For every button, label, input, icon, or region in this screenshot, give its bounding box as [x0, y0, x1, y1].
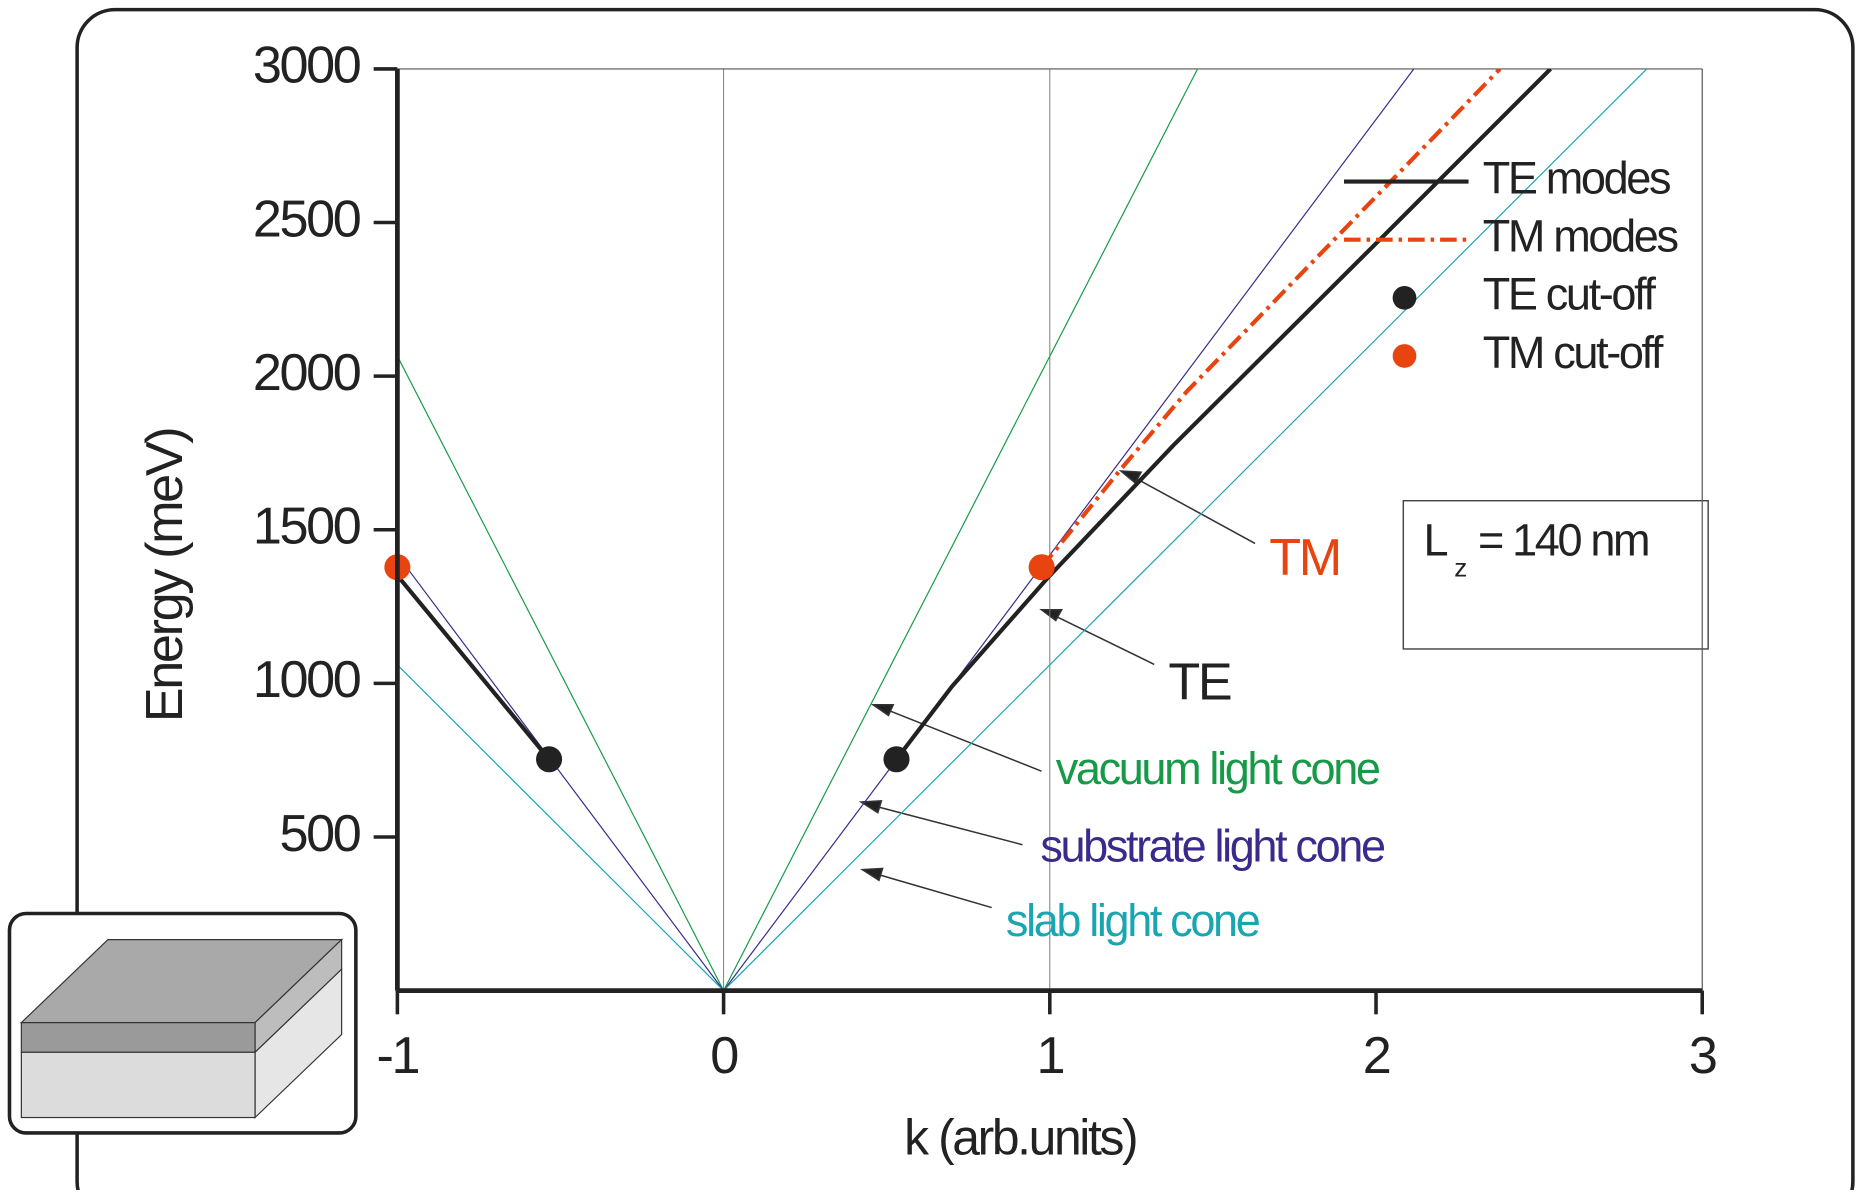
- legend-label: TE modes: [1483, 153, 1670, 204]
- parameter-main: L: [1423, 514, 1447, 565]
- mode-line: [1040, 68, 1502, 569]
- light-cone: [397, 68, 1199, 991]
- cutoff-point: [536, 746, 563, 773]
- y-tick-label: 1500: [253, 498, 360, 556]
- parameter-rest: = 140 nm: [1478, 514, 1648, 565]
- light-cone: [397, 68, 1648, 991]
- legend-label: TE cut-off: [1483, 269, 1657, 320]
- parameter-box: [1402, 499, 1709, 650]
- cone-label: slab light cone: [1006, 895, 1260, 946]
- x-tick-label: 0: [710, 1027, 737, 1085]
- mode-line: [894, 68, 1553, 761]
- y-tick-label: 1000: [253, 651, 360, 709]
- y-tick-label: 2000: [253, 344, 360, 402]
- inset: [7, 911, 358, 1135]
- annotation: TE: [1168, 654, 1231, 712]
- frame: [75, 7, 1855, 1195]
- y-axis-label: Energy (meV): [136, 429, 194, 722]
- x-tick-label: -1: [377, 1027, 419, 1085]
- legend-swatch: [1392, 344, 1417, 368]
- legend-label: TM cut-off: [1483, 327, 1664, 378]
- cutoff-point: [883, 746, 910, 773]
- x-tick-label: 3: [1689, 1027, 1716, 1085]
- mode-line: [397, 574, 551, 761]
- parameter-sub: z: [1454, 552, 1466, 582]
- legend-swatch: [1392, 285, 1417, 310]
- cone-label: substrate light cone: [1040, 820, 1385, 871]
- y-tick-label: 2500: [253, 190, 360, 248]
- x-tick-label: 2: [1363, 1027, 1390, 1085]
- legend-label: TM modes: [1483, 211, 1678, 262]
- y-tick-label: 3000: [253, 37, 360, 95]
- x-axis-label: k (arb.units): [904, 1109, 1136, 1165]
- x-tick-label: 1: [1036, 1027, 1063, 1085]
- y-tick-label: 500: [279, 805, 359, 863]
- light-cone: [397, 68, 1415, 991]
- annotation: TM: [1269, 529, 1340, 587]
- arrows: [858, 470, 1256, 909]
- cutoff-point: [1028, 554, 1055, 581]
- cone-label: vacuum light cone: [1056, 743, 1380, 794]
